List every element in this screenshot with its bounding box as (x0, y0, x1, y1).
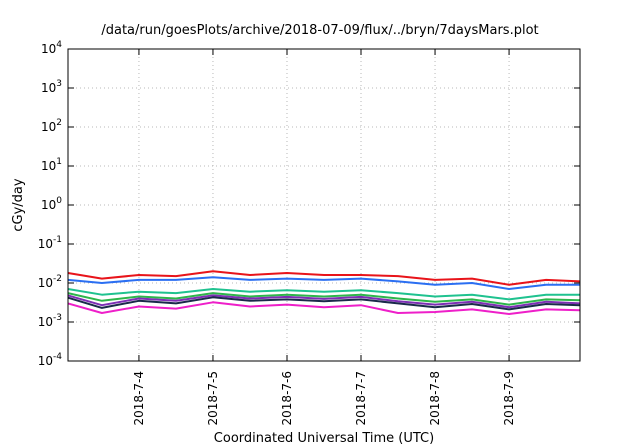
series-line-5 (67, 294, 581, 309)
grid (68, 49, 580, 361)
y-tick-label: 104 (41, 40, 62, 56)
y-tick-label: 10-2 (38, 274, 62, 290)
x-tick-label: 2018-7-7 (354, 371, 368, 425)
series-group (67, 270, 581, 315)
x-tick-label: 2018-7-4 (132, 371, 146, 425)
y-tick-label: 102 (41, 118, 62, 134)
series-line-7 (67, 301, 581, 315)
y-tick-label: 10-3 (38, 313, 62, 329)
series-line-1 (67, 270, 581, 286)
y-tick-label: 100 (41, 196, 62, 212)
y-tick-label: 103 (41, 79, 62, 95)
y-tick-label: 10-4 (38, 352, 63, 368)
y-axis-label: cGy/day (11, 178, 26, 232)
x-tick-label: 2018-7-9 (502, 371, 516, 425)
x-tick-label: 2018-7-8 (428, 371, 442, 425)
series-line-3 (67, 288, 580, 301)
series-line-6 (67, 296, 581, 311)
x-tick-label: 2018-7-6 (280, 371, 294, 425)
chart-title: /data/run/goesPlots/archive/2018-07-09/f… (101, 23, 538, 38)
x-axis: 2018-7-4 2018-7-5 2018-7-6 2018-7-7 2018-7-8… (132, 49, 516, 425)
x-tick-label: 2018-7-5 (206, 371, 220, 425)
y-tick-label: 10-1 (38, 235, 62, 251)
y-tick-label: 101 (41, 157, 62, 173)
y-axis: 10-4 10-3 10-2 10-1 100 101 102 103 104 (38, 40, 580, 368)
series-line-4 (67, 292, 581, 306)
x-axis-label: Coordinated Universal Time (UTC) (214, 431, 434, 446)
series-line-2 (67, 276, 580, 290)
